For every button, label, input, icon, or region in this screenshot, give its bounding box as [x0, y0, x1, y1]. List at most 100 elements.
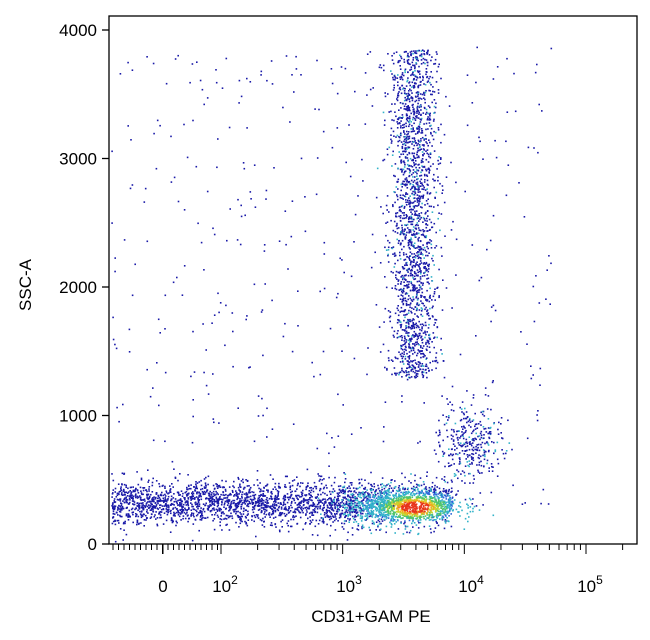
scatter-point — [433, 91, 436, 93]
scatter-point — [410, 216, 413, 219]
scatter-point — [125, 513, 128, 515]
scatter-point — [390, 498, 393, 501]
scatter-point — [169, 485, 171, 487]
scatter-point — [207, 492, 210, 495]
scatter-point — [391, 103, 393, 105]
scatter-point — [305, 488, 307, 491]
scatter-point — [288, 511, 291, 514]
scatter-point — [407, 268, 409, 270]
scatter-point — [418, 370, 420, 372]
scatter-point — [447, 510, 449, 513]
scatter-point — [435, 493, 437, 496]
scatter-point — [418, 309, 421, 311]
scatter-point — [426, 71, 428, 73]
scatter-point — [211, 501, 213, 504]
scatter-point — [413, 130, 416, 132]
scatter-point — [421, 347, 424, 349]
scatter-point — [443, 500, 445, 502]
scatter-point — [310, 511, 312, 514]
scatter-point — [143, 505, 145, 507]
scatter-point — [158, 483, 160, 485]
scatter-point — [400, 232, 402, 234]
scatter-point — [413, 157, 416, 159]
scatter-point — [428, 113, 431, 116]
scatter-point — [428, 525, 431, 527]
scatter-point — [371, 514, 374, 516]
scatter-point — [399, 194, 402, 197]
scatter-point — [408, 351, 411, 353]
scatter-point — [127, 519, 130, 521]
scatter-point — [307, 517, 309, 520]
scatter-point — [348, 508, 351, 511]
scatter-point — [256, 505, 259, 507]
scatter-point — [467, 507, 469, 509]
scatter-point — [419, 362, 421, 365]
scatter-point — [245, 497, 248, 499]
scatter-point — [221, 500, 223, 503]
scatter-point — [442, 508, 444, 511]
scatter-point — [385, 204, 388, 207]
scatter-point — [412, 360, 414, 362]
scatter-point — [161, 485, 164, 487]
scatter-point — [361, 503, 363, 505]
scatter-point — [375, 493, 377, 496]
scatter-point — [312, 514, 315, 516]
scatter-point — [380, 206, 382, 208]
scatter-point — [371, 502, 373, 505]
scatter-point — [412, 298, 415, 301]
scatter-point — [153, 506, 155, 508]
scatter-point — [394, 287, 396, 290]
scatter-point — [442, 502, 445, 505]
scatter-point — [261, 500, 263, 502]
scatter-point — [411, 307, 413, 309]
scatter-point — [413, 163, 416, 166]
scatter-point — [417, 117, 420, 119]
scatter-point — [419, 286, 421, 289]
scatter-point — [224, 517, 227, 520]
scatter-point — [206, 516, 209, 519]
scatter-point — [407, 105, 409, 107]
scatter-point — [422, 230, 425, 233]
scatter-point — [397, 259, 399, 262]
scatter-point — [268, 514, 271, 516]
scatter-point — [393, 135, 395, 137]
scatter-point — [423, 257, 425, 259]
scatter-point — [375, 502, 377, 504]
scatter-point — [155, 511, 157, 513]
scatter-point — [208, 494, 210, 497]
scatter-point — [210, 504, 212, 507]
scatter-point — [279, 511, 281, 514]
scatter-point — [410, 312, 413, 314]
scatter-point — [338, 495, 341, 497]
scatter-point — [125, 484, 127, 487]
scatter-point — [443, 133, 446, 136]
scatter-point — [213, 499, 215, 501]
scatter-point — [153, 498, 155, 500]
scatter-point — [430, 490, 432, 492]
scatter-point — [373, 483, 375, 485]
scatter-point — [200, 498, 203, 501]
scatter-point — [384, 495, 387, 497]
scatter-point — [416, 50, 419, 52]
scatter-point — [219, 486, 222, 488]
scatter-point — [449, 501, 451, 503]
scatter-point — [431, 503, 433, 505]
scatter-point — [433, 515, 435, 518]
scatter-point — [236, 514, 239, 517]
scatter-point — [125, 500, 128, 503]
scatter-point — [400, 325, 402, 327]
scatter-point — [426, 300, 428, 302]
scatter-point — [300, 502, 302, 504]
scatter-point — [272, 509, 275, 512]
scatter-point — [418, 485, 421, 487]
scatter-point — [318, 501, 320, 504]
scatter-point — [419, 508, 421, 511]
scatter-point — [146, 511, 148, 513]
scatter-point — [317, 506, 319, 508]
scatter-point — [427, 270, 430, 273]
scatter-point — [398, 490, 400, 493]
scatter-point — [279, 530, 281, 533]
scatter-point — [414, 334, 417, 336]
scatter-point — [422, 253, 424, 256]
scatter-point — [219, 496, 221, 498]
